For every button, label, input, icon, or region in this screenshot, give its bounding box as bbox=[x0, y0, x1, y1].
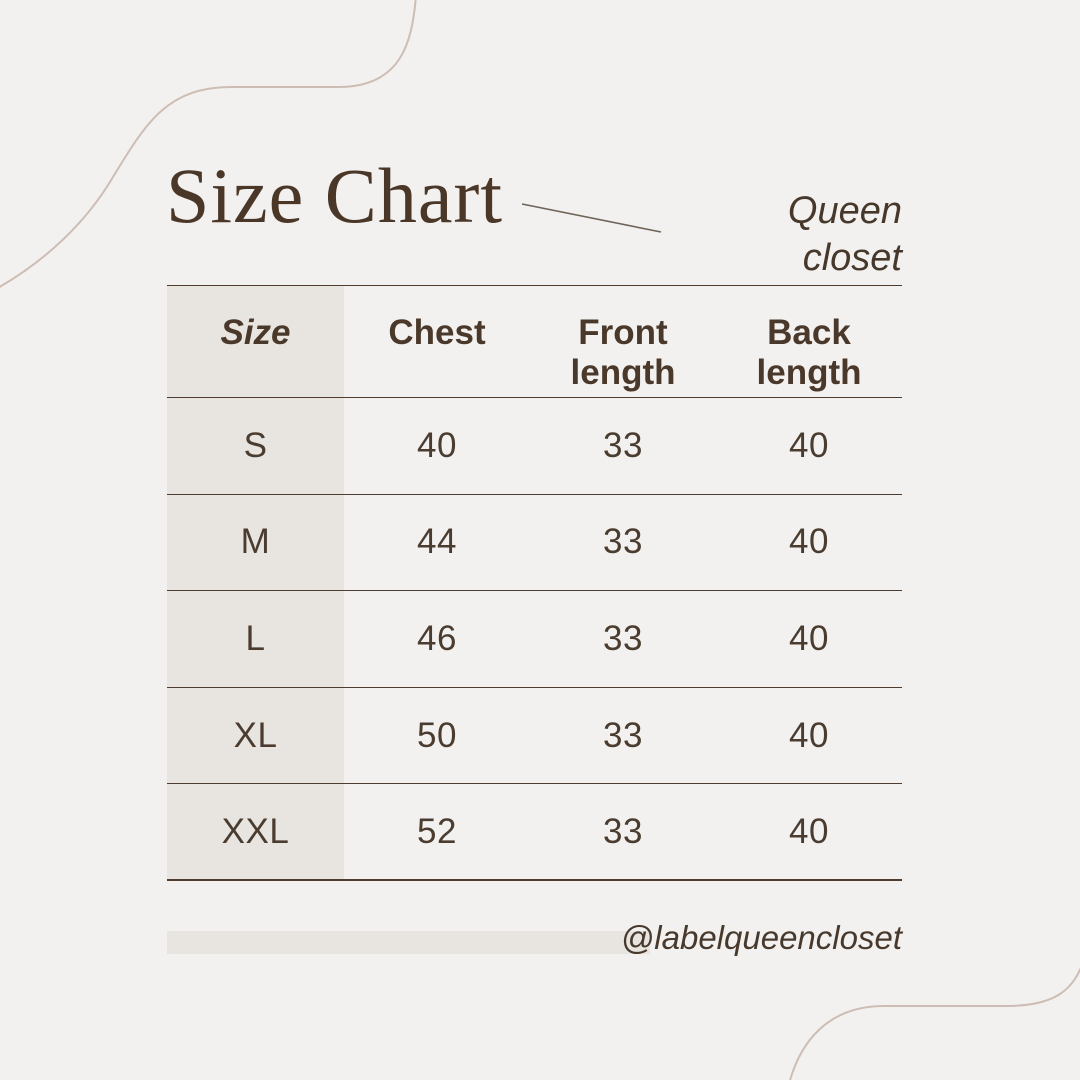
table-row-m: M 44 33 40 bbox=[167, 495, 902, 592]
chest-value: 50 bbox=[417, 715, 457, 755]
front-length-value: 33 bbox=[603, 522, 643, 562]
title-accent-line bbox=[521, 203, 662, 233]
front-length-value: 33 bbox=[603, 715, 643, 755]
brand-line-2: closet bbox=[802, 237, 902, 279]
back-length-value: 40 bbox=[789, 618, 829, 658]
brand-line-1: Queen bbox=[787, 190, 902, 232]
back-length-value: 40 bbox=[789, 522, 829, 562]
front-length-value: 33 bbox=[603, 425, 643, 465]
social-handle: @labelqueencloset bbox=[620, 919, 902, 956]
front-length-value: 33 bbox=[603, 811, 643, 851]
size-chart-table: Size Chest Front length Back length S 40… bbox=[167, 285, 902, 881]
brand-name: Queen closet bbox=[788, 188, 902, 282]
column-header-back-length: Back length bbox=[756, 313, 862, 392]
chest-value: 52 bbox=[417, 811, 457, 851]
corner-curve-bottom-right bbox=[789, 967, 1080, 1080]
page-title: Size Chart bbox=[166, 152, 504, 239]
corner-curve-top-left bbox=[0, 0, 417, 288]
table-row-s: S 40 33 40 bbox=[167, 398, 902, 495]
front-length-value: 33 bbox=[603, 618, 643, 658]
column-header-front-length: Front length bbox=[570, 313, 676, 392]
chest-value: 40 bbox=[417, 425, 457, 465]
size-label: S bbox=[243, 425, 268, 465]
chest-value: 46 bbox=[417, 618, 457, 658]
table-row-xxl: XXL 52 33 40 bbox=[167, 784, 902, 881]
footer-accent-bar bbox=[167, 931, 650, 954]
size-label: XXL bbox=[221, 811, 290, 851]
size-label: M bbox=[240, 522, 271, 562]
size-column-highlight bbox=[167, 286, 344, 881]
back-length-value: 40 bbox=[789, 715, 829, 755]
table-row-xl: XL 50 33 40 bbox=[167, 688, 902, 785]
size-label: XL bbox=[233, 715, 278, 755]
column-header-chest: Chest bbox=[388, 313, 486, 352]
chest-value: 44 bbox=[417, 522, 457, 562]
table-row-l: L 46 33 40 bbox=[167, 591, 902, 688]
column-header-size: Size bbox=[220, 313, 291, 352]
size-label: L bbox=[245, 618, 266, 658]
table-header-row: Size Chest Front length Back length bbox=[167, 286, 902, 398]
back-length-value: 40 bbox=[789, 425, 829, 465]
back-length-value: 40 bbox=[789, 811, 829, 851]
